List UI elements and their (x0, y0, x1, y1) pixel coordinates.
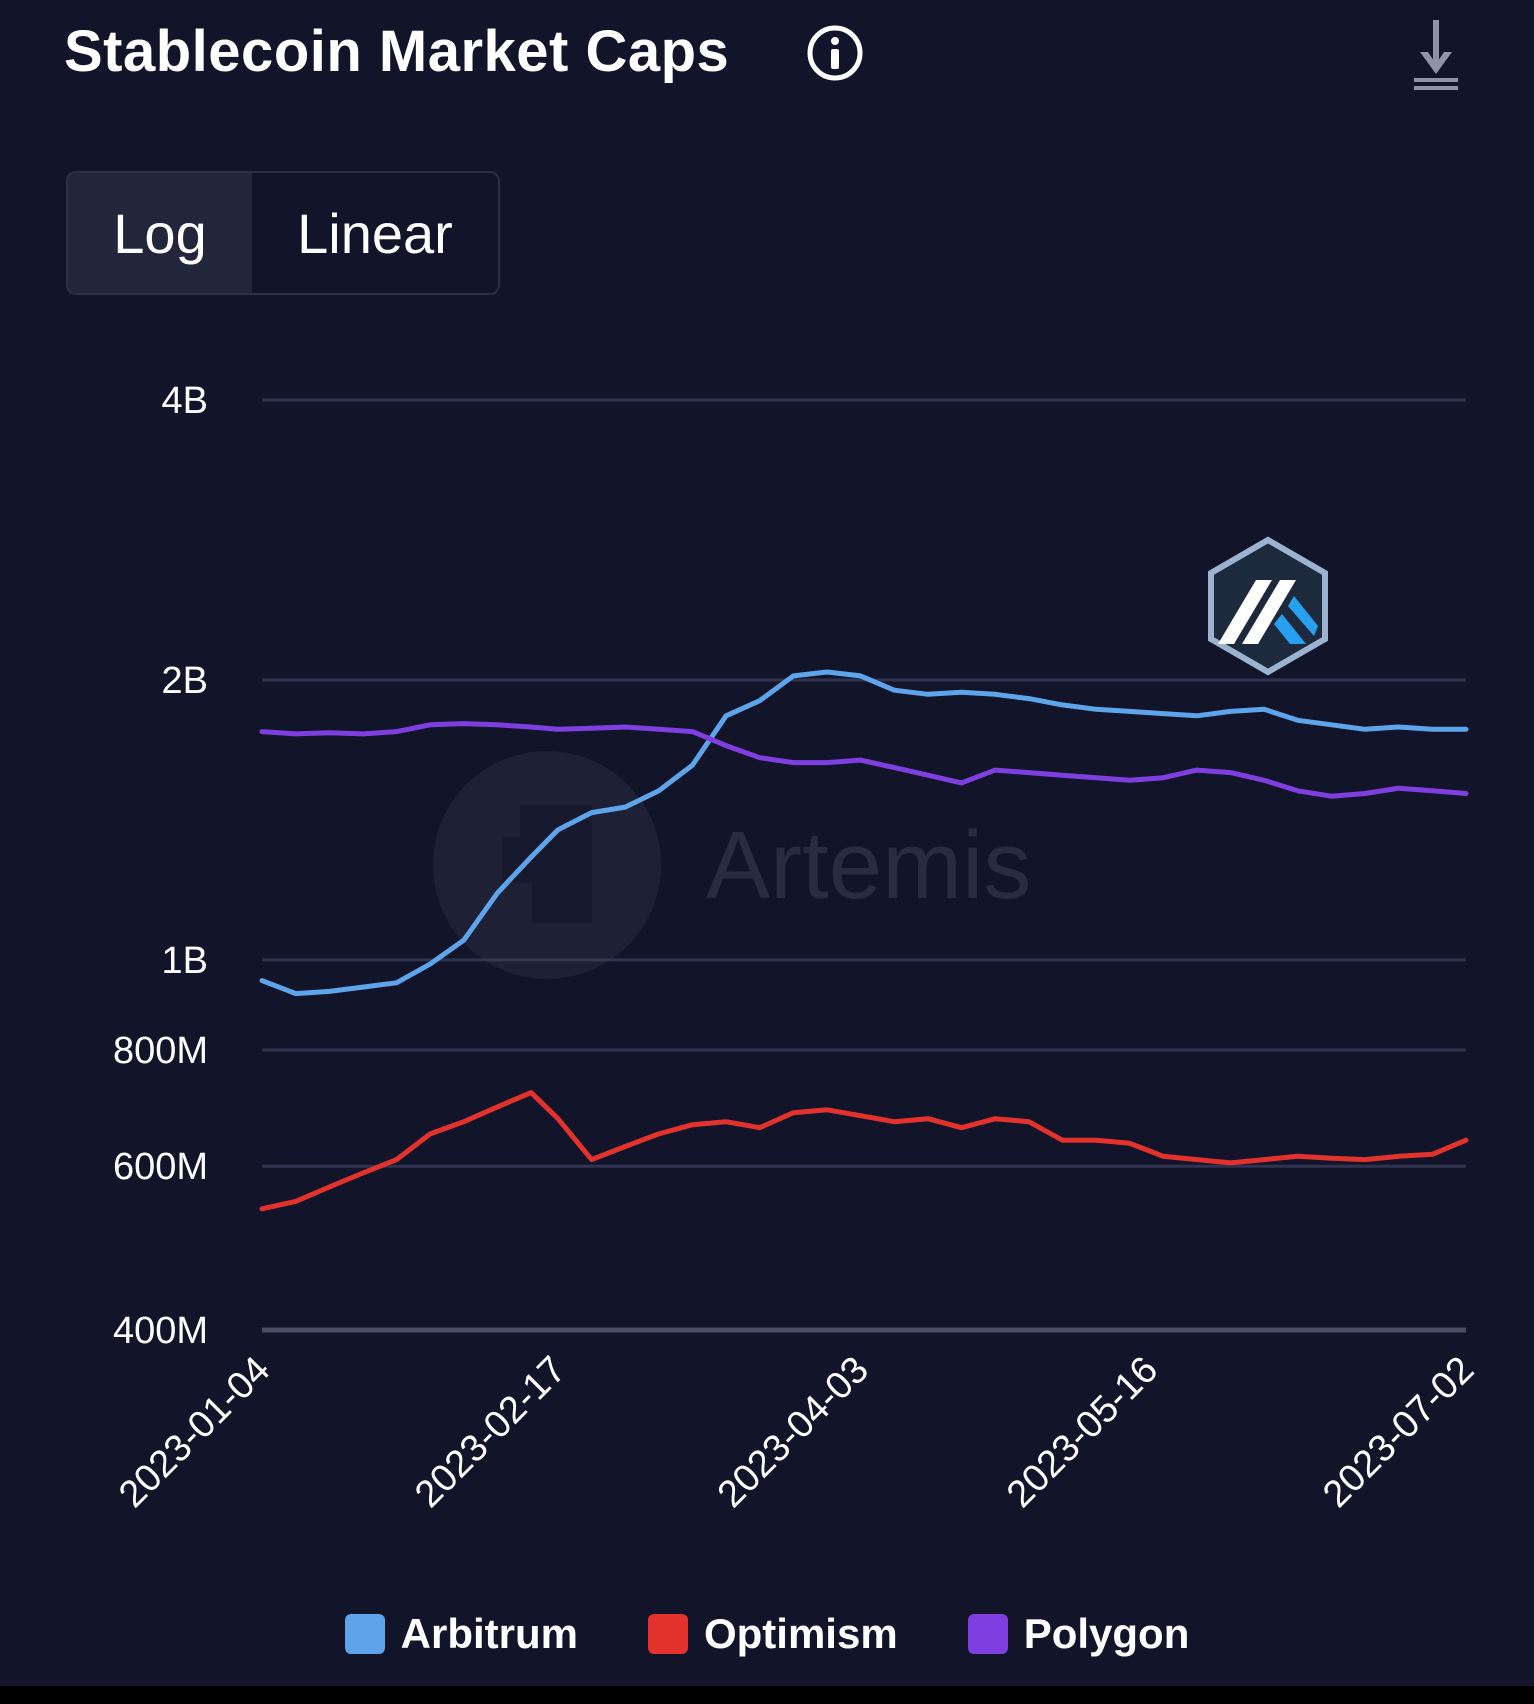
legend-label-optimism: Optimism (703, 1610, 898, 1657)
scale-toggle: Log Linear (66, 171, 500, 295)
series-lines (259, 669, 1469, 1212)
arbitrum-logo (1208, 536, 1328, 676)
legend-label-polygon: Polygon (1023, 1610, 1190, 1657)
bottom-strip (0, 1686, 1534, 1704)
legend-swatch-polygon (967, 1614, 1008, 1654)
y-axis-ticks: 400M 600M 800M 1B 2B 4B (113, 380, 208, 1352)
legend-item-arbitrum[interactable]: Arbitrum (344, 1610, 578, 1658)
legend-swatch-arbitrum (344, 1614, 385, 1654)
series-line-optimism (259, 1090, 1469, 1212)
info-circle-icon[interactable] (806, 24, 864, 82)
artemis-logo-icon (433, 751, 661, 979)
series-line-arbitrum (259, 669, 1469, 997)
legend-label-arbitrum: Arbitrum (400, 1610, 578, 1657)
artemis-logo-mark (502, 805, 592, 923)
legend: Arbitrum Optimism Polygon (0, 1610, 1534, 1658)
x-tick-label: 2023-04-03 (710, 1349, 877, 1516)
x-tick-label: 2023-05-16 (999, 1349, 1166, 1516)
y-tick-label: 1B (162, 940, 208, 982)
x-tick-label: 2023-01-04 (111, 1349, 278, 1516)
watermark-text: Artemis (706, 812, 1031, 919)
artemis-watermark: Artemis (433, 751, 1031, 979)
legend-item-optimism[interactable]: Optimism (647, 1610, 898, 1658)
log-scale-button[interactable]: Log (68, 173, 252, 293)
series-line-polygon (259, 721, 1469, 799)
linear-scale-button[interactable]: Linear (297, 201, 453, 265)
download-icon[interactable] (1408, 18, 1464, 94)
x-axis-ticks: 2023-01-04 2023-02-17 2023-04-03 2023-05-16… (111, 1349, 1482, 1516)
y-tick-label: 400M (113, 1310, 208, 1352)
y-tick-label: 2B (162, 660, 208, 702)
x-tick-label: 2023-07-02 (1315, 1349, 1482, 1516)
y-tick-label: 4B (162, 380, 208, 422)
legend-swatch-optimism (647, 1614, 688, 1654)
x-tick-label: 2023-02-17 (407, 1349, 574, 1516)
y-tick-label: 600M (113, 1146, 208, 1188)
legend-item-polygon[interactable]: Polygon (967, 1610, 1190, 1658)
chart-title: Stablecoin Market Caps (64, 19, 730, 84)
y-tick-label: 800M (113, 1030, 208, 1072)
